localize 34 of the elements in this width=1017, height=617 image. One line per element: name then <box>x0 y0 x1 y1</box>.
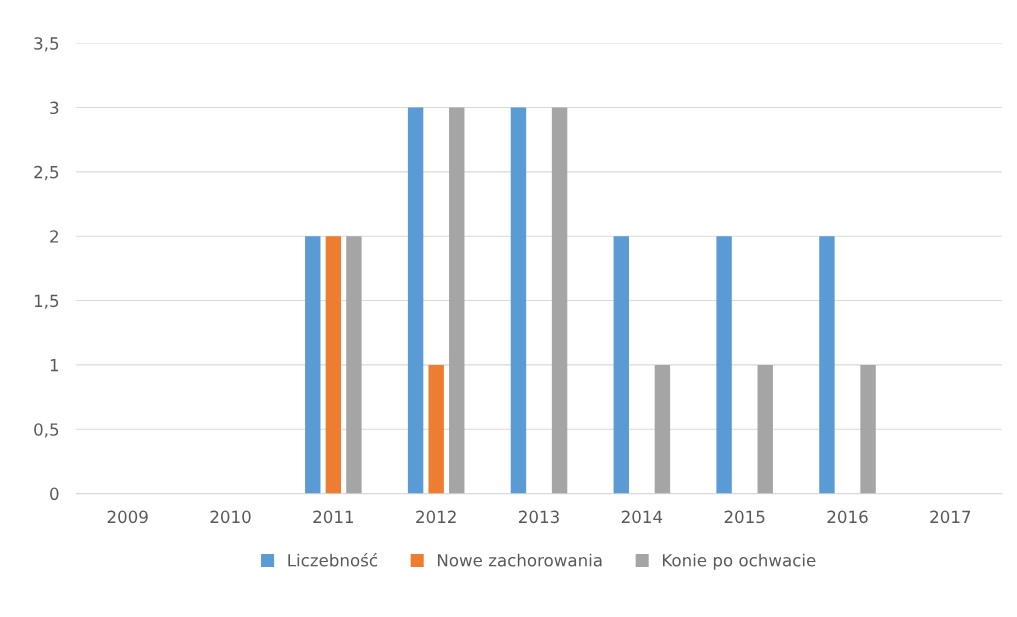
x-tick-label: 2016 <box>827 510 868 524</box>
y-tick-label: 0,5 <box>34 423 59 438</box>
x-tick-label: 2017 <box>930 510 971 524</box>
bar <box>407 107 424 494</box>
x-tick-label: 2009 <box>107 510 148 524</box>
bar <box>510 107 527 494</box>
bar <box>325 236 342 494</box>
x-tick-label: 2012 <box>416 510 456 524</box>
x-tick-label: 2013 <box>519 510 559 524</box>
x-tick-label: 2015 <box>724 510 765 524</box>
y-tick-label: 2,5 <box>34 165 59 181</box>
bar <box>305 236 321 494</box>
bar <box>819 236 835 494</box>
y-tick-label: 3 <box>50 101 59 115</box>
bar <box>613 236 629 494</box>
y-tick-label: 2 <box>50 230 58 243</box>
bar <box>346 236 362 494</box>
y-tick-label: 3,5 <box>34 37 59 52</box>
y-tick-label: 0 <box>50 487 59 501</box>
legend-label: Konie po ochwacie <box>662 553 816 570</box>
legend-label: Nowe zachorowania <box>437 553 602 567</box>
x-tick-label: 2010 <box>210 510 251 524</box>
bar <box>654 364 671 494</box>
bar <box>860 364 876 494</box>
bar <box>449 107 465 494</box>
x-tick-label: 2011 <box>313 510 354 524</box>
y-tick-label: 1 <box>50 359 59 372</box>
legend-label: Liczebność <box>288 552 377 567</box>
bar <box>551 107 568 494</box>
bar <box>716 236 732 494</box>
x-tick-label: 2014 <box>621 510 663 524</box>
y-tick-label: 1,5 <box>34 294 59 309</box>
bar <box>428 364 444 494</box>
bar <box>757 364 773 494</box>
